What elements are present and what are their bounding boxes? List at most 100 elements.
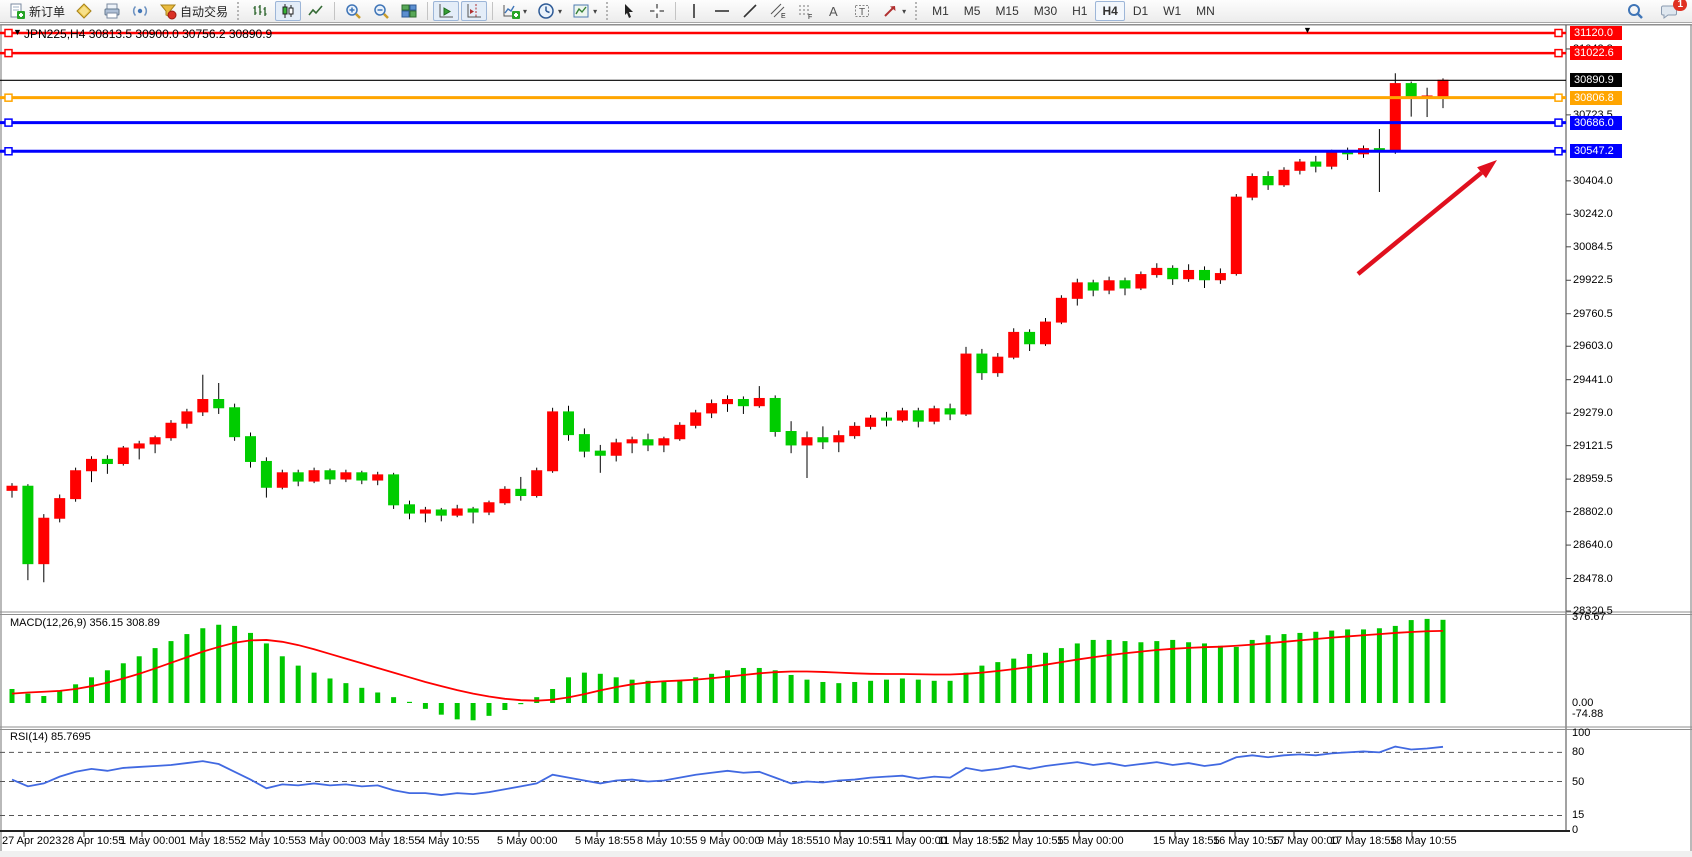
candle-body [1262,176,1274,186]
macd-histogram-bar [120,663,126,703]
auto-scroll-button[interactable] [433,1,460,21]
timeframe-button-M30[interactable]: M30 [1033,4,1058,18]
macd-histogram-bar [359,687,365,703]
macd-histogram-bar [772,670,778,703]
timeframe-button-M1[interactable]: M1 [932,4,949,18]
equidistant-channel-button[interactable]: E [765,1,791,21]
macd-histogram-bar [1138,642,1144,703]
candle-body [1135,274,1147,289]
vertical-line-button[interactable] [681,1,707,21]
line-handle[interactable] [4,147,13,156]
line-handle[interactable] [1554,48,1563,58]
macd-histogram-bar [25,693,31,703]
line-handle[interactable] [4,28,13,38]
periods-button[interactable]: ▾ [533,1,566,21]
macd-histogram-bar [709,673,715,703]
macd-histogram-bar [788,674,794,703]
timeframe-group: M1 M5 M15 M30 H1 H4 D1 W1 MN [925,1,1222,21]
crosshair-button[interactable] [644,1,670,21]
macd-histogram-bar [1345,629,1351,703]
text-button[interactable]: A [821,1,847,21]
indicators-caret: ▾ [523,6,528,16]
candle-body [1008,331,1020,358]
candle-body [1071,282,1083,299]
trend-arrow-head[interactable] [1477,160,1497,179]
line-handle[interactable] [1554,28,1563,38]
templates-caret: ▾ [593,6,598,16]
macd-histogram-bar [1408,620,1414,703]
macd-histogram-bar [868,680,874,703]
timeframe-button-H4[interactable]: H4 [1095,1,1125,21]
candle-body [70,470,82,500]
bottom-strip [0,851,1692,857]
bar-chart-button[interactable] [247,1,273,21]
candle-body [245,436,256,462]
print-button[interactable] [99,1,125,21]
timeframe-button-H1[interactable]: H1 [1072,4,1088,18]
candle-body [642,439,654,446]
macd-histogram-bar [1043,652,1048,703]
candlestick-chart-button[interactable] [275,1,302,21]
clock-icon [538,3,554,19]
candle-body [308,470,320,482]
macd-histogram-bar [248,632,253,703]
macd-histogram-bar [104,670,110,703]
new-order-button[interactable]: 新订单 [4,1,69,21]
chart-window[interactable] [0,24,1692,852]
timeframe-button-W1[interactable]: W1 [1163,4,1182,18]
line-handle[interactable] [1554,118,1563,127]
fibonacci-icon: F [799,5,812,20]
line-handle[interactable] [1554,93,1563,102]
arrows-tool-button[interactable]: ▾ [877,1,910,21]
search-button[interactable] [1622,1,1648,21]
macd-histogram-bar [73,684,79,703]
timeframe-button-M5[interactable]: M5 [963,4,981,18]
timeframe-button-M15[interactable]: M15 [995,4,1019,18]
timeframe-button-D1[interactable]: D1 [1132,4,1149,18]
zoom-out-button[interactable] [368,1,394,21]
line-handle[interactable] [1554,147,1563,156]
auto-trading-button[interactable]: 自动交易 [155,1,232,21]
macd-histogram-bar [279,656,285,703]
candle-body [1167,267,1179,280]
bar-chart-icon [253,5,267,16]
trend-arrow-shaft[interactable] [1356,170,1483,276]
svg-text:F: F [808,14,812,20]
cursor-button[interactable] [616,1,642,21]
candle-body [372,474,384,481]
macd-histogram-bar [852,681,858,703]
signals-button[interactable] [127,1,153,21]
indicators-button[interactable]: ▾ [498,1,531,21]
chart-shift-button[interactable] [461,1,488,21]
candle-body [1437,79,1449,97]
tile-windows-button[interactable] [396,1,422,21]
line-handle[interactable] [4,118,13,127]
macd-histogram-bar [740,667,746,703]
macd-histogram-bar [661,681,667,703]
line-handle[interactable] [4,48,13,58]
candle-body [1151,267,1163,276]
line-chart-button[interactable] [303,1,329,21]
templates-button[interactable]: ▾ [568,1,601,21]
timeframe-button-MN[interactable]: MN [1196,4,1215,18]
macd-histogram-bar [1090,639,1096,703]
fibonacci-button[interactable]: F [793,1,819,21]
text-label-button[interactable]: T [849,1,875,21]
candle-body [944,408,956,415]
macd-histogram-bar [995,662,1001,703]
tile-windows-icon [401,4,417,18]
zoom-in-button[interactable] [340,1,366,21]
candle-body [1310,161,1322,167]
line-handle[interactable] [4,93,13,102]
horizontal-line-button[interactable] [709,1,735,21]
styler-button[interactable] [71,1,97,21]
candle-body [1214,273,1226,281]
macd-histogram-bar [152,648,158,703]
macd-histogram-bar [518,703,524,705]
trendline-button[interactable] [737,1,763,21]
macd-histogram-bar [1154,641,1160,703]
candle-body [1326,151,1338,167]
community-button[interactable]: 1 [1656,0,1687,21]
candle-body [101,458,113,465]
